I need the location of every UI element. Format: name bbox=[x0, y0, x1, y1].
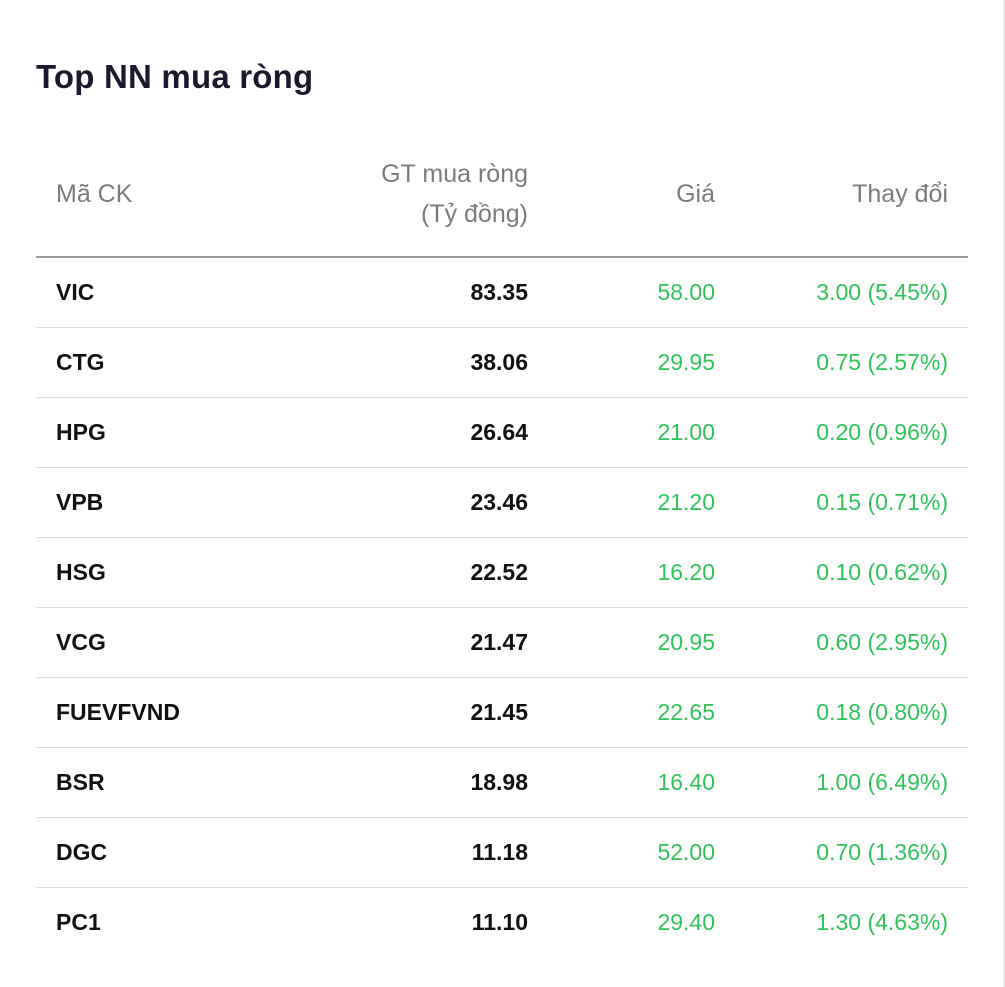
symbol-cell: FUEVFVND bbox=[56, 699, 180, 725]
change-cell: 0.15 (0.71%) bbox=[816, 489, 948, 515]
table-row[interactable]: VPB 23.46 21.20 0.15 (0.71%) bbox=[36, 468, 968, 538]
symbol-cell: VPB bbox=[56, 489, 104, 515]
net-value-cell: 26.64 bbox=[470, 419, 528, 445]
price-cell: 20.95 bbox=[657, 629, 715, 655]
net-value-cell: 11.18 bbox=[471, 839, 528, 865]
price-cell: 16.20 bbox=[657, 559, 715, 585]
price-cell: 21.20 bbox=[657, 489, 715, 515]
symbol-cell: BSR bbox=[56, 769, 105, 795]
header-change: Thay đổi bbox=[852, 180, 948, 208]
header-net-value-line1: GT mua ròng bbox=[381, 160, 528, 188]
change-cell: 3.00 (5.45%) bbox=[816, 279, 948, 305]
change-cell: 0.75 (2.57%) bbox=[816, 349, 948, 375]
symbol-cell: VCG bbox=[56, 629, 106, 655]
price-cell: 29.40 bbox=[657, 909, 715, 935]
change-cell: 0.60 (2.95%) bbox=[816, 629, 948, 655]
panel-right-border bbox=[1003, 0, 1005, 987]
table-header: Mã CK GT mua ròng (Tỷ đồng) Giá Thay đổi bbox=[36, 146, 968, 258]
table-body: VIC 83.35 58.00 3.00 (5.45%) CTG 38.06 2… bbox=[36, 258, 968, 957]
net-value-cell: 21.47 bbox=[470, 629, 528, 655]
table-row[interactable]: VIC 83.35 58.00 3.00 (5.45%) bbox=[36, 258, 968, 328]
table-row[interactable]: VCG 21.47 20.95 0.60 (2.95%) bbox=[36, 608, 968, 678]
price-cell: 21.00 bbox=[657, 419, 715, 445]
symbol-cell: HPG bbox=[56, 419, 106, 445]
net-value-cell: 83.35 bbox=[470, 279, 528, 305]
symbol-cell: CTG bbox=[56, 349, 105, 375]
header-price: Giá bbox=[676, 180, 715, 208]
symbol-cell: DGC bbox=[56, 839, 108, 865]
header-net-value-line2: (Tỷ đồng) bbox=[421, 200, 528, 228]
symbol-cell: VIC bbox=[56, 279, 95, 305]
header-net-value: GT mua ròng (Tỷ đồng) bbox=[381, 154, 528, 234]
table-row[interactable]: CTG 38.06 29.95 0.75 (2.57%) bbox=[36, 328, 968, 398]
change-cell: 1.00 (6.49%) bbox=[816, 769, 948, 795]
change-cell: 0.18 (0.80%) bbox=[816, 699, 948, 725]
table-row[interactable]: BSR 18.98 16.40 1.00 (6.49%) bbox=[36, 748, 968, 818]
table-row[interactable]: PC1 11.10 29.40 1.30 (4.63%) bbox=[36, 888, 968, 957]
price-cell: 29.95 bbox=[657, 349, 715, 375]
change-cell: 0.70 (1.36%) bbox=[816, 839, 948, 865]
table-row[interactable]: DGC 11.18 52.00 0.70 (1.36%) bbox=[36, 818, 968, 888]
price-cell: 58.00 bbox=[657, 279, 715, 305]
symbol-cell: HSG bbox=[56, 559, 106, 585]
price-cell: 22.65 bbox=[657, 699, 715, 725]
table-row[interactable]: FUEVFVND 21.45 22.65 0.18 (0.80%) bbox=[36, 678, 968, 748]
net-value-cell: 18.98 bbox=[470, 769, 528, 795]
net-value-cell: 22.52 bbox=[470, 559, 528, 585]
change-cell: 0.20 (0.96%) bbox=[816, 419, 948, 445]
price-cell: 16.40 bbox=[657, 769, 715, 795]
header-symbol: Mã CK bbox=[56, 180, 133, 208]
net-value-cell: 23.46 bbox=[470, 489, 528, 515]
change-cell: 1.30 (4.63%) bbox=[816, 909, 948, 935]
change-cell: 0.10 (0.62%) bbox=[816, 559, 948, 585]
table-row[interactable]: HPG 26.64 21.00 0.20 (0.96%) bbox=[36, 398, 968, 468]
net-value-cell: 21.45 bbox=[470, 699, 528, 725]
card-title: Top NN mua ròng bbox=[36, 58, 314, 95]
net-value-cell: 11.10 bbox=[471, 909, 528, 935]
symbol-cell: PC1 bbox=[56, 909, 101, 935]
table-row[interactable]: HSG 22.52 16.20 0.10 (0.62%) bbox=[36, 538, 968, 608]
price-cell: 52.00 bbox=[657, 839, 715, 865]
net-value-cell: 38.06 bbox=[470, 349, 528, 375]
